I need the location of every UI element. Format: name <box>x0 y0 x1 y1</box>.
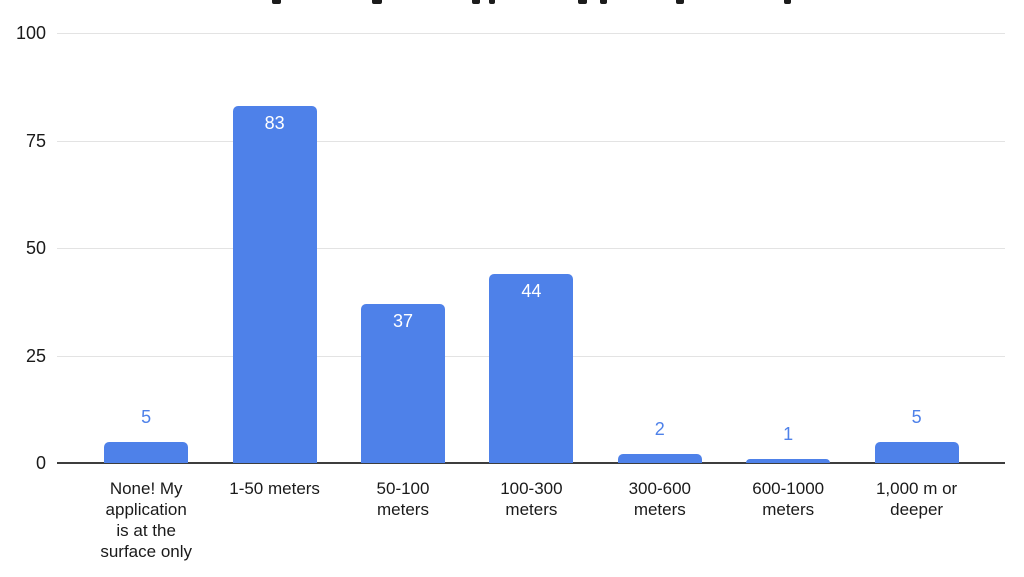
bar-1[interactable] <box>104 441 189 463</box>
x-axis-baseline <box>57 462 1005 464</box>
cropped-title-fragment <box>372 0 382 4</box>
cropped-title-fragment <box>272 0 281 4</box>
bar-3[interactable] <box>361 303 445 463</box>
y-axis-tick-label: 25 <box>25 345 46 366</box>
cropped-title-fragment <box>676 0 684 4</box>
y-axis-tick-label: 0 <box>35 453 46 473</box>
x-axis-category-label: 1-50 meters <box>229 479 320 498</box>
x-axis-category-label: 1,000 m or deeper <box>875 479 958 519</box>
bar-value-label: 37 <box>392 310 414 331</box>
bar-value-label: 1 <box>783 423 794 444</box>
x-axis-category-label: 600-1000 meters <box>752 479 825 519</box>
bar-7[interactable] <box>874 441 959 463</box>
bar-value-label: 83 <box>264 113 285 134</box>
gridline <box>57 140 1005 142</box>
bar-value-label: 2 <box>654 419 665 440</box>
bar-value-label: 5 <box>911 406 922 427</box>
y-axis-tick-label: 100 <box>15 23 46 43</box>
bar-value-label: 5 <box>141 406 152 427</box>
gridline <box>57 248 1005 249</box>
x-axis-category-label: None! My application is at the surface only <box>100 479 193 561</box>
gridline <box>57 33 1005 34</box>
x-axis-category-label: 300-600 meters <box>628 479 691 519</box>
bar-value-label: 44 <box>521 280 542 301</box>
cropped-title-fragment <box>784 0 791 4</box>
x-axis-category-label: 50-100 meters <box>376 479 430 519</box>
bar-6[interactable] <box>746 458 831 463</box>
cropped-title-fragment <box>600 0 607 4</box>
bar-4[interactable] <box>489 273 574 463</box>
y-axis-tick-label: 75 <box>25 130 46 151</box>
bar-5[interactable] <box>617 454 702 463</box>
cropped-title-fragment <box>578 0 587 4</box>
x-axis-category-label: 100-300 meters <box>500 479 563 519</box>
bar-2[interactable] <box>232 106 317 463</box>
cropped-title-fragment <box>472 0 480 4</box>
cropped-title-fragment <box>489 0 495 4</box>
y-axis-tick-label: 50 <box>25 238 46 258</box>
